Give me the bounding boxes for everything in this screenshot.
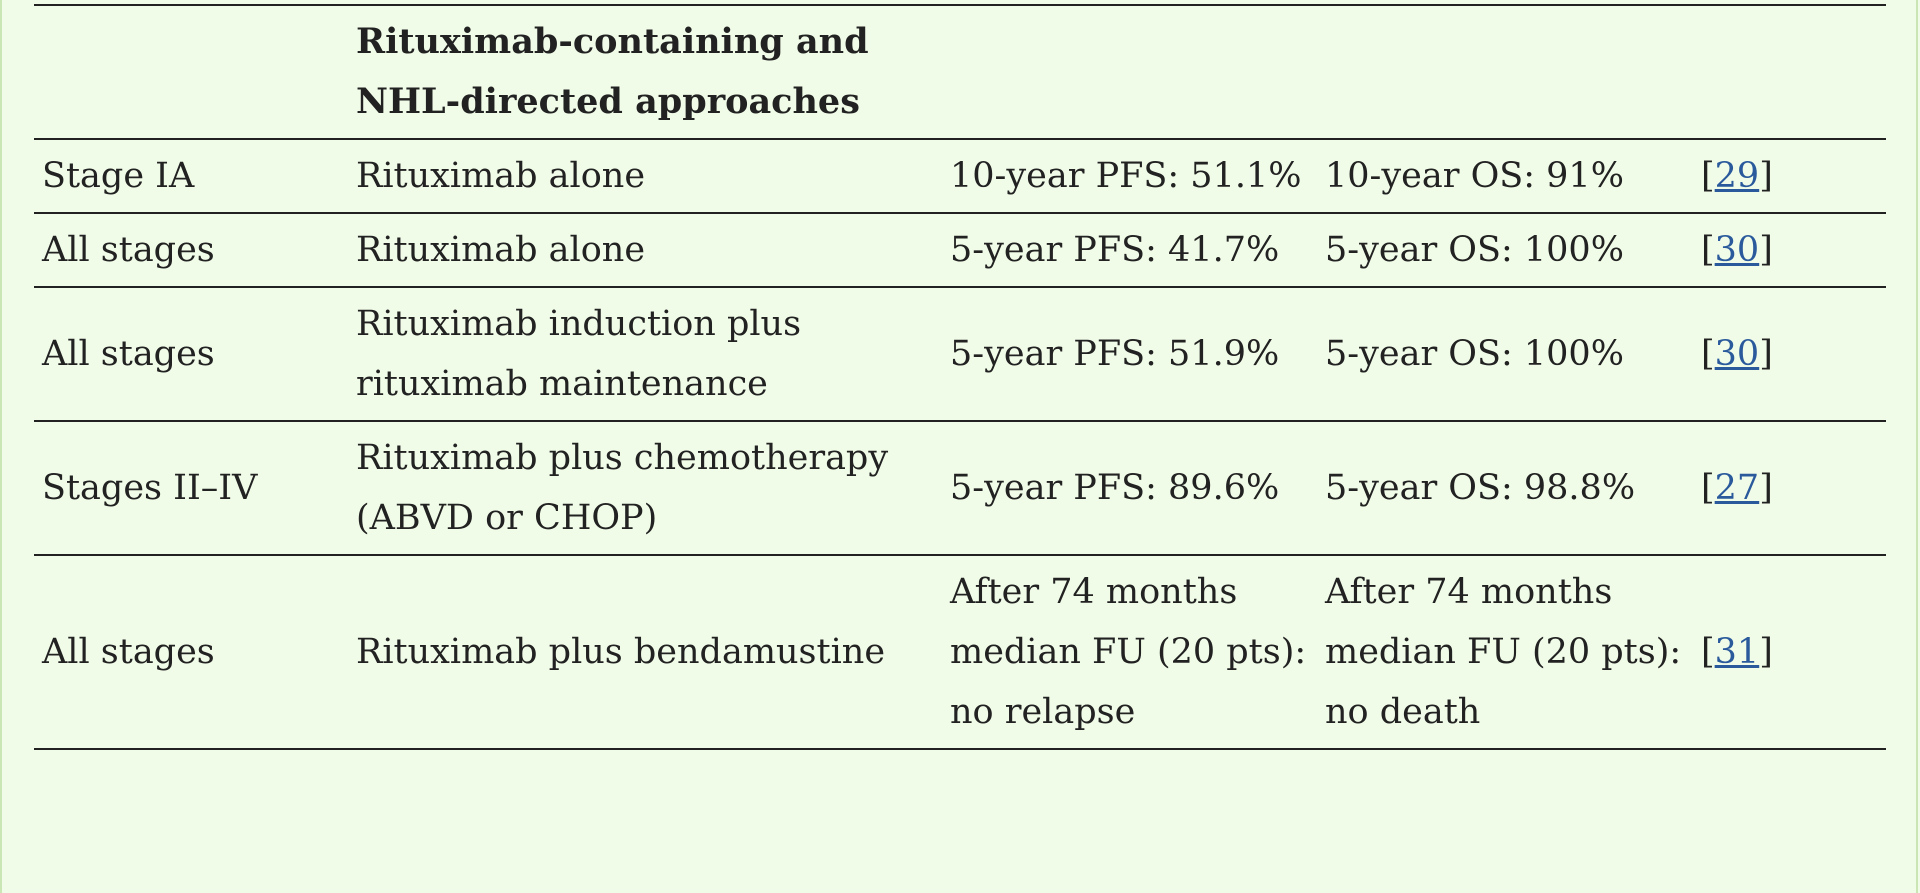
reference-cell: [30]: [1693, 212, 1886, 288]
os-cell: 5-year OS: 100%: [1317, 212, 1693, 288]
table-row: All stages Rituximab induction plus ritu…: [34, 286, 1886, 422]
header-cell-ref: [1693, 4, 1886, 140]
treatment-cell: Rituximab induction plus rituximab maint…: [348, 286, 942, 422]
treatment-cell: Rituximab plus bendamustine: [348, 554, 942, 750]
reference-cell: [30]: [1693, 286, 1886, 422]
pfs-cell: After 74 months median FU (20 pts): no r…: [942, 554, 1317, 750]
reference-cell: [31]: [1693, 554, 1886, 750]
pfs-cell: 10-year PFS: 51.1%: [942, 138, 1317, 214]
table-row: All stages Rituximab plus bendamustine A…: [34, 554, 1886, 750]
treatment-cell: Rituximab alone: [348, 138, 942, 214]
table-row: All stages Rituximab alone 5-year PFS: 4…: [34, 212, 1886, 288]
results-table: Rituximab-containing and NHL-directed ap…: [34, 4, 1886, 750]
header-cell-approach: Rituximab-containing and NHL-directed ap…: [348, 4, 942, 140]
reference-cell: [29]: [1693, 138, 1886, 214]
os-cell: 5-year OS: 98.8%: [1317, 420, 1693, 556]
pfs-cell: 5-year PFS: 51.9%: [942, 286, 1317, 422]
reference-cell: [27]: [1693, 420, 1886, 556]
stage-cell: All stages: [34, 286, 348, 422]
reference-link[interactable]: 30: [1714, 334, 1760, 374]
table-header-row: Rituximab-containing and NHL-directed ap…: [34, 4, 1886, 140]
header-cell-pfs: [942, 4, 1317, 140]
treatment-cell: Rituximab plus chemotherapy (ABVD or CHO…: [348, 420, 942, 556]
header-cell-stage: [34, 4, 348, 140]
pfs-cell: 5-year PFS: 41.7%: [942, 212, 1317, 288]
reference-link[interactable]: 30: [1714, 230, 1760, 270]
stage-cell: All stages: [34, 212, 348, 288]
pfs-cell: 5-year PFS: 89.6%: [942, 420, 1317, 556]
stage-cell: Stage IA: [34, 138, 348, 214]
os-cell: 5-year OS: 100%: [1317, 286, 1693, 422]
stage-cell: All stages: [34, 554, 348, 750]
header-cell-os: [1317, 4, 1693, 140]
stage-cell: Stages II–IV: [34, 420, 348, 556]
table-row: Stages II–IV Rituximab plus chemotherapy…: [34, 420, 1886, 556]
reference-link[interactable]: 27: [1714, 468, 1760, 508]
os-cell: After 74 months median FU (20 pts): no d…: [1317, 554, 1693, 750]
reference-link[interactable]: 29: [1714, 156, 1760, 196]
treatment-cell: Rituximab alone: [348, 212, 942, 288]
os-cell: 10-year OS: 91%: [1317, 138, 1693, 214]
table-row: Stage IA Rituximab alone 10-year PFS: 51…: [34, 138, 1886, 214]
reference-link[interactable]: 31: [1714, 632, 1760, 672]
